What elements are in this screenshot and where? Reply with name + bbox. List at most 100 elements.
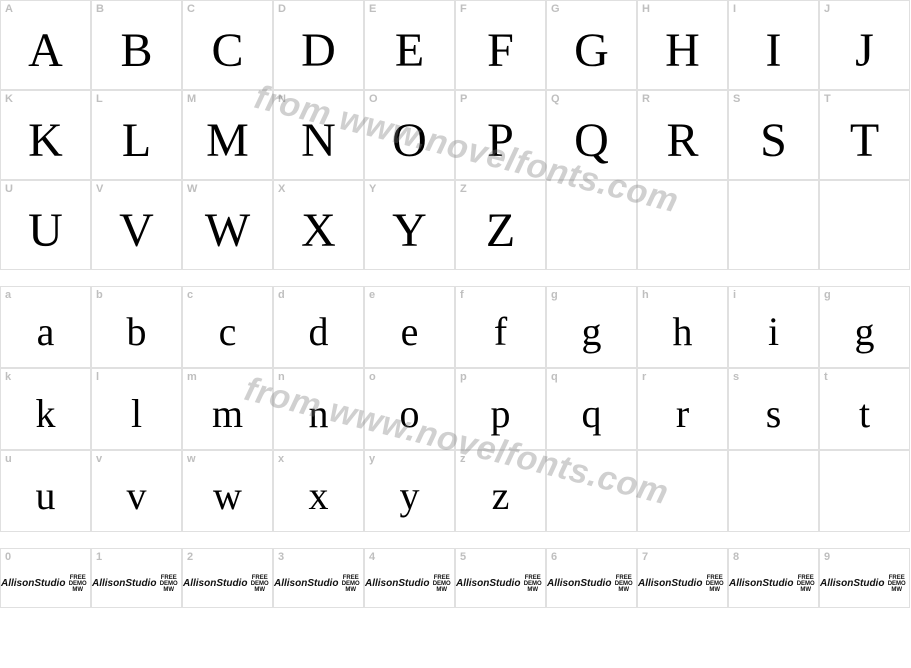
cell-q: qq <box>546 368 637 450</box>
glyph: t <box>820 369 909 449</box>
glyph: a <box>1 287 90 367</box>
glyph: d <box>274 287 363 367</box>
cell-x: xx <box>273 450 364 532</box>
cell-8: 8AllisonStudioFREE DEMO MW <box>728 548 819 608</box>
section-gap <box>0 270 910 286</box>
cell-empty <box>819 180 910 270</box>
cell-V: VV <box>91 180 182 270</box>
cell-w: ww <box>182 450 273 532</box>
row-upper-2: UU VV WW XX YY ZZ <box>0 180 910 270</box>
cell-empty <box>728 180 819 270</box>
cell-5: 5AllisonStudioFREE DEMO MW <box>455 548 546 608</box>
glyph: J <box>820 1 909 89</box>
cell-R: RR <box>637 90 728 180</box>
cell-U: UU <box>0 180 91 270</box>
cell-4: 4AllisonStudioFREE DEMO MW <box>364 548 455 608</box>
cell-M: MM <box>182 90 273 180</box>
cell-v: vv <box>91 450 182 532</box>
cell-K: KK <box>0 90 91 180</box>
cell-2: 2AllisonStudioFREE DEMO MW <box>182 548 273 608</box>
glyph: M <box>183 91 272 179</box>
glyph: I <box>729 1 818 89</box>
glyph: Z <box>456 181 545 269</box>
cell-1: 1AllisonStudioFREE DEMO MW <box>91 548 182 608</box>
glyph: C <box>183 1 272 89</box>
cell-h: hh <box>637 286 728 368</box>
glyph: AllisonStudioFREE DEMO MW <box>729 549 818 607</box>
glyph: U <box>1 181 90 269</box>
cell-X: XX <box>273 180 364 270</box>
row-lower-2: uu vv ww xx yy zz <box>0 450 910 532</box>
cell-C: CC <box>182 0 273 90</box>
glyph: b <box>92 287 181 367</box>
glyph: F <box>456 1 545 89</box>
glyph: AllisonStudioFREE DEMO MW <box>183 549 272 607</box>
cell-g: gg <box>546 286 637 368</box>
glyph: R <box>638 91 727 179</box>
glyph: B <box>92 1 181 89</box>
cell-6: 6AllisonStudioFREE DEMO MW <box>546 548 637 608</box>
cell-y: yy <box>364 450 455 532</box>
cell-N: NN <box>273 90 364 180</box>
cell-W: WW <box>182 180 273 270</box>
cell-empty <box>546 450 637 532</box>
glyph: AllisonStudioFREE DEMO MW <box>820 549 909 607</box>
glyph: K <box>1 91 90 179</box>
cell-A: AA <box>0 0 91 90</box>
cell-H: HH <box>637 0 728 90</box>
cell-z: zz <box>455 450 546 532</box>
cell-u: uu <box>0 450 91 532</box>
cell-s: ss <box>728 368 819 450</box>
glyph: AllisonStudioFREE DEMO MW <box>638 549 727 607</box>
row-upper-0: AA BB CC DD EE FF GG HH II JJ <box>0 0 910 90</box>
glyph: T <box>820 91 909 179</box>
cell-Y: YY <box>364 180 455 270</box>
glyph: P <box>456 91 545 179</box>
glyph: u <box>1 451 90 531</box>
glyph: Y <box>365 181 454 269</box>
cell-3: 3AllisonStudioFREE DEMO MW <box>273 548 364 608</box>
cell-B: BB <box>91 0 182 90</box>
glyph: g <box>820 287 909 367</box>
cell-Q: QQ <box>546 90 637 180</box>
cell-k: kk <box>0 368 91 450</box>
glyph: Q <box>547 91 636 179</box>
cell-F: FF <box>455 0 546 90</box>
cell-empty <box>637 180 728 270</box>
cell-j: gg <box>819 286 910 368</box>
font-character-map: AA BB CC DD EE FF GG HH II JJ KK LL MM N… <box>0 0 910 608</box>
glyph: S <box>729 91 818 179</box>
glyph: w <box>183 451 272 531</box>
cell-9: 9AllisonStudioFREE DEMO MW <box>819 548 910 608</box>
glyph: E <box>365 1 454 89</box>
cell-E: EE <box>364 0 455 90</box>
glyph: r <box>638 369 727 449</box>
cell-S: SS <box>728 90 819 180</box>
cell-G: GG <box>546 0 637 90</box>
glyph: q <box>547 369 636 449</box>
cell-P: PP <box>455 90 546 180</box>
glyph: c <box>183 287 272 367</box>
glyph: g <box>547 287 636 367</box>
row-upper-1: KK LL MM NN OO PP QQ RR SS TT <box>0 90 910 180</box>
cell-a: aa <box>0 286 91 368</box>
glyph: O <box>365 91 454 179</box>
cell-empty <box>546 180 637 270</box>
glyph: p <box>456 369 545 449</box>
cell-f: ff <box>455 286 546 368</box>
cell-l: ll <box>91 368 182 450</box>
glyph: z <box>456 451 545 531</box>
glyph: AllisonStudioFREE DEMO MW <box>456 549 545 607</box>
glyph: e <box>365 287 454 367</box>
row-lower-1: kk ll mm nn oo pp qq rr ss tt <box>0 368 910 450</box>
glyph: L <box>92 91 181 179</box>
glyph: G <box>547 1 636 89</box>
glyph: v <box>92 451 181 531</box>
glyph: y <box>365 451 454 531</box>
cell-0: 0AllisonStudioFREE DEMO MW <box>0 548 91 608</box>
cell-o: oo <box>364 368 455 450</box>
glyph: o <box>365 369 454 449</box>
section-gap <box>0 532 910 548</box>
glyph: i <box>729 287 818 367</box>
glyph: AllisonStudioFREE DEMO MW <box>1 549 90 607</box>
